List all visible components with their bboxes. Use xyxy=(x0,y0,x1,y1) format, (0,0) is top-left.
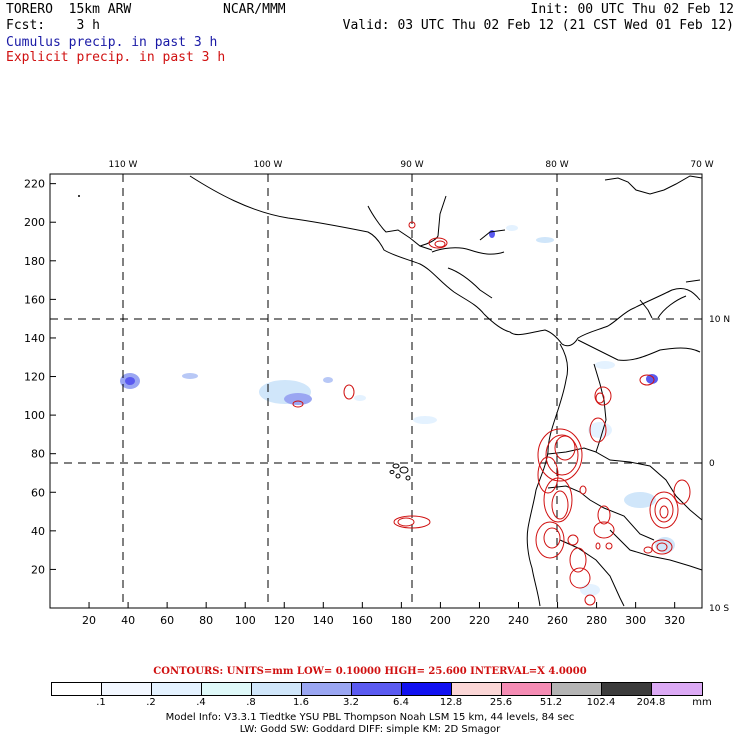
colorbar-label: .1 xyxy=(96,697,106,708)
y-tick-label: 80 xyxy=(31,448,45,461)
colorbar-swatch xyxy=(302,683,352,695)
y-tick-label: 140 xyxy=(24,332,45,345)
organization-label: NCAR/MMM xyxy=(223,2,286,17)
x-tick-label: 100 xyxy=(235,614,256,627)
y-tick-label: 160 xyxy=(24,293,45,306)
explicit-precip-label: Explicit precip. in past 3 h xyxy=(6,50,226,65)
colorbar-swatch xyxy=(552,683,602,695)
colorbar-swatch xyxy=(502,683,552,695)
precip-colorbar xyxy=(51,682,703,696)
y-tick-label: 20 xyxy=(31,563,45,576)
lon-label-110w: 110 W xyxy=(109,160,138,170)
model-info-line1: Model Info: V3.3.1 Tiedtke YSU PBL Thomp… xyxy=(165,712,575,723)
colorbar-swatch xyxy=(102,683,152,695)
x-tick-label: 220 xyxy=(469,614,490,627)
lat-label-10n: 10 N xyxy=(709,315,730,325)
model-title: TORERO 15km ARW xyxy=(6,2,132,17)
x-tick-label: 40 xyxy=(121,614,135,627)
y-tick-label: 100 xyxy=(24,409,45,422)
colorbar-swatch xyxy=(402,683,452,695)
colorbar-swatch xyxy=(602,683,652,695)
y-tick-label: 200 xyxy=(24,216,45,229)
colorbar-label: 12.8 xyxy=(439,697,463,708)
lon-label-70w: 70 W xyxy=(690,160,713,170)
colorbar-label: .8 xyxy=(246,697,256,708)
precip-map: 110 W 100 W 90 W 80 W 70 W 10 N 0 10 S xyxy=(24,160,730,627)
colorbar-label: 51.2 xyxy=(539,697,563,708)
x-tick-label: 160 xyxy=(352,614,373,627)
colorbar-swatch xyxy=(202,683,252,695)
lat-label-0: 0 xyxy=(709,459,715,469)
contours-info: CONTOURS: UNITS=mm LOW= 0.10000 HIGH= 25… xyxy=(153,666,587,677)
x-tick-label: 140 xyxy=(313,614,334,627)
forecast-hour: Fcst: 3 h xyxy=(6,18,100,33)
colorbar-label: 6.4 xyxy=(393,697,409,708)
x-tick-label: 80 xyxy=(199,614,213,627)
valid-time: Valid: 03 UTC Thu 02 Feb 12 (21 CST Wed … xyxy=(342,18,734,33)
x-tick-label: 260 xyxy=(547,614,568,627)
y-tick-label: 220 xyxy=(24,178,45,191)
colorbar-label: .2 xyxy=(146,697,156,708)
x-tick-label: 20 xyxy=(82,614,96,627)
y-tick-label: 120 xyxy=(24,371,45,384)
x-tick-label: 300 xyxy=(625,614,646,627)
colorbar-swatch xyxy=(352,683,402,695)
colorbar-swatch xyxy=(452,683,502,695)
colorbar-swatch xyxy=(152,683,202,695)
colorbar-label: 1.6 xyxy=(293,697,309,708)
y-tick-label: 40 xyxy=(31,525,45,538)
graticule xyxy=(50,174,702,608)
colorbar-units: mm xyxy=(692,697,712,708)
lon-label-100w: 100 W xyxy=(254,160,283,170)
colorbar-label: 204.8 xyxy=(636,697,666,708)
x-tick-label: 280 xyxy=(586,614,607,627)
x-tick-label: 120 xyxy=(274,614,295,627)
y-tick-label: 180 xyxy=(24,255,45,268)
lon-label-80w: 80 W xyxy=(545,160,568,170)
colorbar-swatch xyxy=(252,683,302,695)
explicit-precip-contours xyxy=(292,221,691,606)
cumulus-precip-label: Cumulus precip. in past 3 h xyxy=(6,35,218,50)
x-tick-label: 200 xyxy=(430,614,451,627)
colorbar-label: 3.2 xyxy=(343,697,359,708)
island-dot xyxy=(78,195,80,197)
colorbar-label: 102.4 xyxy=(586,697,616,708)
x-tick-label: 180 xyxy=(391,614,412,627)
x-tick-label: 60 xyxy=(160,614,174,627)
init-time: Init: 00 UTC Thu 02 Feb 12 xyxy=(530,2,735,17)
colorbar-label: .4 xyxy=(196,697,206,708)
map-frame xyxy=(49,173,703,609)
colorbar-swatch xyxy=(652,683,702,695)
lon-label-90w: 90 W xyxy=(400,160,423,170)
colorbar-swatch xyxy=(52,683,102,695)
x-tick-label: 240 xyxy=(508,614,529,627)
model-info-line2: LW: Godd SW: Goddard DIFF: simple KM: 2D… xyxy=(239,724,501,735)
colorbar-label: 25.6 xyxy=(489,697,513,708)
galapagos-islands xyxy=(389,463,411,481)
lat-label-10s: 10 S xyxy=(709,604,729,614)
y-tick-label: 60 xyxy=(31,486,45,499)
x-tick-label: 320 xyxy=(664,614,685,627)
